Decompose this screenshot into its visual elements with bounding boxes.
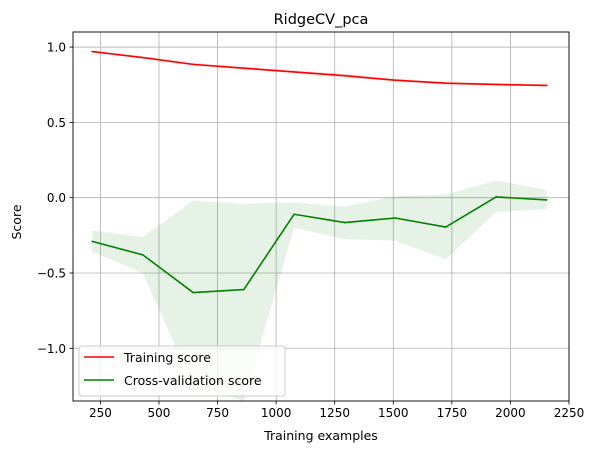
x-tick-label-2000: 2000 (495, 406, 526, 420)
y-tick-label-neg0.5: −0.5 (37, 266, 66, 280)
x-tick-label-1000: 1000 (261, 406, 292, 420)
point-cross-validation-3 (243, 289, 245, 291)
point-cross-validation-6 (394, 217, 396, 219)
point-training-0 (91, 51, 93, 53)
y-tick-label-0.5: 0.5 (47, 116, 66, 130)
point-cross-validation-7 (445, 226, 447, 228)
point-cross-validation-8 (495, 196, 497, 198)
legend-label-training: Training score (123, 350, 211, 365)
point-cross-validation-9 (546, 199, 548, 201)
y-tick-label-1: 1.0 (47, 41, 66, 55)
x-tick-label-500: 500 (148, 406, 171, 420)
point-training-5 (344, 75, 346, 77)
point-cross-validation-2 (192, 292, 194, 294)
point-cross-validation-5 (344, 222, 346, 224)
point-cross-validation-0 (91, 241, 93, 243)
point-cross-validation-4 (293, 213, 295, 215)
x-tick-label-2250: 2250 (554, 406, 585, 420)
x-tick-label-250: 250 (89, 406, 112, 420)
point-training-6 (394, 79, 396, 81)
point-training-8 (495, 84, 497, 86)
x-axis-label: Training examples (263, 428, 378, 443)
x-tick-label-1250: 1250 (319, 406, 350, 420)
y-tick-label-neg1: −1.0 (37, 342, 66, 356)
chart-title: RidgeCV_pca (274, 12, 369, 28)
point-training-7 (445, 82, 447, 84)
x-tick-label-1500: 1500 (378, 406, 409, 420)
point-cross-validation-1 (142, 254, 144, 256)
x-tick-label-750: 750 (206, 406, 229, 420)
point-training-9 (546, 85, 548, 87)
x-tick-label-1750: 1750 (437, 406, 468, 420)
y-tick-label-0: 0.0 (47, 191, 66, 205)
legend: Training score Cross-validation score (79, 346, 285, 396)
point-training-3 (243, 67, 245, 69)
point-training-4 (293, 71, 295, 73)
point-training-2 (192, 64, 194, 66)
y-axis-label: Score (9, 204, 24, 239)
legend-label-cross-validation: Cross-validation score (124, 373, 262, 388)
point-training-1 (142, 57, 144, 59)
